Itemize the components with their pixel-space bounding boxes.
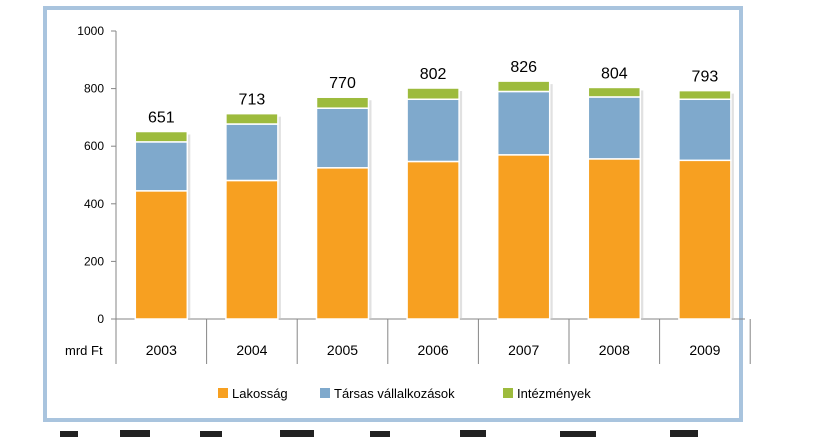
bar-total-label: 793	[692, 69, 719, 86]
bar-segment	[134, 130, 189, 143]
y-tick-label: 0	[97, 312, 104, 326]
legend-label: Társas vállalkozások	[334, 386, 455, 401]
y-tick-label: 200	[84, 254, 104, 268]
bar-segment	[406, 87, 460, 101]
bar-segment	[225, 112, 279, 125]
bar-total-label: 713	[239, 92, 266, 109]
bar-segment	[678, 159, 732, 320]
y-tick-label: 1000	[77, 24, 104, 38]
x-tick-label: 2007	[508, 342, 539, 358]
cropped-text-strip	[60, 430, 698, 437]
bar-total-label: 804	[601, 65, 628, 82]
bar-total-label: 770	[329, 75, 356, 92]
bar-segment	[496, 154, 551, 320]
bar-segment	[678, 89, 732, 101]
y-tick-label: 600	[84, 139, 104, 153]
bar-segment	[496, 90, 551, 156]
legend-label: Intézmények	[517, 386, 591, 401]
legend-swatch	[218, 388, 228, 398]
bar-segment	[134, 141, 189, 192]
bar-segment	[678, 98, 732, 162]
legend-swatch	[503, 388, 513, 398]
x-tick-label: 2003	[146, 342, 177, 358]
x-tick-label: 2008	[599, 342, 630, 358]
bar-segment	[225, 179, 279, 320]
bar-segment	[587, 96, 642, 160]
y-tick-label: 400	[84, 197, 104, 211]
legend-label: Lakosság	[232, 386, 288, 401]
bar-segment	[134, 190, 189, 320]
bar-segment	[315, 96, 370, 109]
bar-total-label: 826	[510, 59, 537, 76]
bar-segment	[587, 158, 642, 320]
x-tick-label: 2005	[327, 342, 358, 358]
x-tick-label: 2004	[236, 342, 267, 358]
bar-total-label: 802	[420, 66, 447, 83]
x-tick-label: 2006	[418, 342, 449, 358]
bar-segment	[406, 98, 460, 163]
bar-segment	[225, 123, 279, 182]
bar-segment	[406, 160, 460, 320]
bar-total-label: 651	[148, 110, 175, 127]
bar-segment	[587, 86, 642, 98]
unit-label: mrd Ft	[65, 343, 103, 358]
bar-segment	[496, 80, 551, 93]
bar-segment	[315, 167, 370, 320]
x-tick-label: 2009	[689, 342, 720, 358]
y-tick-label: 800	[84, 82, 104, 96]
bar-segment	[315, 107, 370, 169]
legend-swatch	[320, 388, 330, 398]
